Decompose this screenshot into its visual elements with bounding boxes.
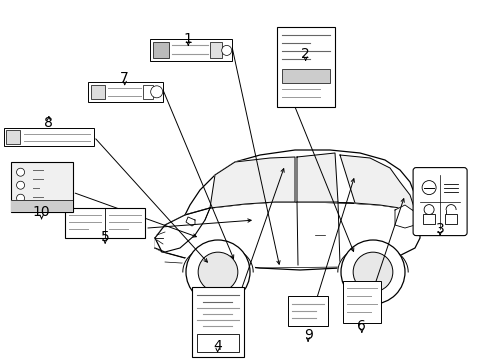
Circle shape bbox=[198, 252, 237, 292]
FancyBboxPatch shape bbox=[149, 39, 231, 62]
Polygon shape bbox=[296, 153, 337, 202]
Circle shape bbox=[221, 45, 231, 55]
Bar bbox=[422, 213, 434, 224]
Bar bbox=[444, 213, 456, 224]
Circle shape bbox=[352, 252, 392, 292]
FancyBboxPatch shape bbox=[412, 168, 466, 235]
Circle shape bbox=[185, 240, 249, 304]
Circle shape bbox=[150, 86, 163, 98]
FancyBboxPatch shape bbox=[11, 162, 72, 212]
Polygon shape bbox=[184, 150, 414, 215]
Text: 8: 8 bbox=[44, 116, 53, 130]
Text: 7: 7 bbox=[120, 72, 129, 85]
FancyBboxPatch shape bbox=[287, 296, 327, 327]
Polygon shape bbox=[181, 245, 254, 272]
FancyBboxPatch shape bbox=[87, 82, 163, 102]
FancyBboxPatch shape bbox=[191, 287, 243, 357]
Text: 9: 9 bbox=[303, 328, 312, 342]
Bar bbox=[6, 130, 20, 144]
Polygon shape bbox=[185, 217, 195, 226]
Text: 5: 5 bbox=[101, 230, 109, 244]
Text: 1: 1 bbox=[183, 32, 192, 46]
Bar bbox=[152, 42, 168, 58]
Text: 3: 3 bbox=[435, 222, 444, 235]
Polygon shape bbox=[155, 202, 419, 270]
Bar bbox=[11, 200, 72, 212]
Bar bbox=[209, 42, 221, 58]
Polygon shape bbox=[394, 205, 414, 228]
FancyBboxPatch shape bbox=[276, 27, 334, 107]
Bar bbox=[142, 85, 152, 99]
Circle shape bbox=[17, 194, 24, 202]
Polygon shape bbox=[337, 245, 407, 272]
Circle shape bbox=[17, 168, 24, 176]
Circle shape bbox=[340, 240, 404, 304]
Text: 4: 4 bbox=[213, 339, 222, 352]
Text: 2: 2 bbox=[301, 47, 309, 61]
FancyBboxPatch shape bbox=[342, 282, 380, 323]
Polygon shape bbox=[209, 157, 294, 208]
Polygon shape bbox=[339, 155, 414, 210]
FancyBboxPatch shape bbox=[65, 208, 145, 238]
Bar bbox=[90, 85, 104, 99]
Circle shape bbox=[423, 204, 433, 215]
Text: 6: 6 bbox=[357, 319, 366, 333]
Bar bbox=[196, 334, 238, 352]
Bar bbox=[281, 69, 329, 82]
Text: 10: 10 bbox=[33, 206, 50, 219]
FancyBboxPatch shape bbox=[4, 128, 94, 146]
Polygon shape bbox=[155, 208, 209, 252]
Circle shape bbox=[17, 181, 24, 189]
Circle shape bbox=[421, 181, 435, 195]
